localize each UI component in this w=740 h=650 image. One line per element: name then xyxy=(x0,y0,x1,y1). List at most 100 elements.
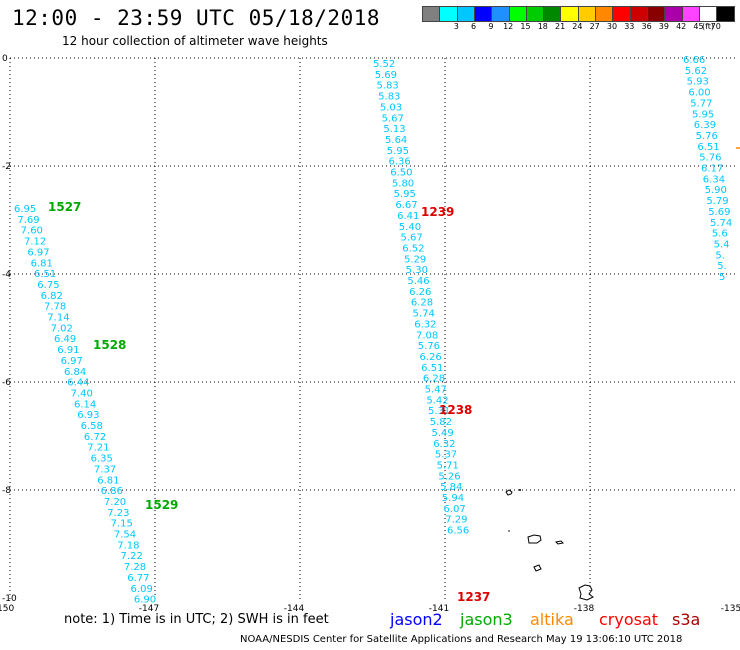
track-middle-value: 6.67 xyxy=(395,200,417,211)
pass-label-1529: 1529 xyxy=(145,498,178,512)
track-middle-value: 5.82 xyxy=(430,417,452,428)
track-left-value: 7.28 xyxy=(124,562,146,573)
y-tick-label: -10 xyxy=(2,594,17,604)
satellite-name-altika: altika xyxy=(530,610,574,629)
track-middle-value: 6.51 xyxy=(421,363,443,374)
satellite-name-jason3: jason3 xyxy=(460,610,513,629)
legend-label: 70 xyxy=(710,22,721,31)
track-left-value: 6.49 xyxy=(54,334,76,345)
track-left-value: 7.15 xyxy=(111,519,133,530)
track-middle-value: 5.95 xyxy=(387,146,409,157)
track-left-value: 7.54 xyxy=(114,530,136,541)
track-left-value: 7.18 xyxy=(117,540,139,551)
track-left-value: 6.82 xyxy=(41,291,63,302)
track-left-value: 6.86 xyxy=(101,486,123,497)
x-tick-label: -150 xyxy=(0,604,14,614)
track-left-value: 7.14 xyxy=(47,313,69,324)
track-middle-value: 7.29 xyxy=(445,515,467,526)
satellite-name-cryosat: cryosat xyxy=(599,610,659,629)
track-middle-value: 5.03 xyxy=(380,102,402,113)
track-middle-value: 6.41 xyxy=(397,211,419,222)
track-right-value: 5.6 xyxy=(712,229,728,240)
track-middle-value: 5.46 xyxy=(407,276,429,287)
track-middle-value: 5.71 xyxy=(437,460,459,471)
track-middle-value: 6.07 xyxy=(444,504,466,515)
y-tick-label: -6 xyxy=(2,378,11,388)
track-left-value: 7.40 xyxy=(71,388,93,399)
track-middle-value: 5.13 xyxy=(383,124,405,135)
legend-unit: (ft) xyxy=(702,22,715,31)
track-middle-value: 5.69 xyxy=(375,70,397,81)
legend-label: 18 xyxy=(537,22,548,31)
track-left-value: 7.22 xyxy=(121,551,143,562)
track-right-value: 5.62 xyxy=(685,66,707,77)
page-title: 12:00 - 23:59 UTC 05/18/2018 xyxy=(12,6,381,30)
legend-label: 12 xyxy=(503,22,514,31)
track-left-value: 6.14 xyxy=(74,399,96,410)
legend-label: 33 xyxy=(624,22,635,31)
track-middle-value: 5.64 xyxy=(385,135,407,146)
pass-label-1237: 1237 xyxy=(457,590,490,604)
island-outline xyxy=(533,564,542,572)
track-right-value: 5.95 xyxy=(692,109,714,120)
track-middle-value: 5.42 xyxy=(426,395,448,406)
y-tick-label: 0 xyxy=(2,54,8,64)
track-right-value: 6.51 xyxy=(697,142,719,153)
track-left-value: 6.93 xyxy=(77,410,99,421)
track-middle-value: 6.32 xyxy=(414,319,436,330)
track-middle-value: 6.50 xyxy=(390,168,412,179)
legend-label: 39 xyxy=(658,22,669,31)
track-left-value: 6.84 xyxy=(64,367,86,378)
track-right-value: 5.76 xyxy=(696,131,718,142)
track-middle-value: 5.37 xyxy=(435,450,457,461)
track-middle-value: 6.28 xyxy=(423,374,445,385)
track-middle-value: 5.52 xyxy=(373,59,395,70)
track-middle-value: 7.08 xyxy=(416,330,438,341)
track-left-value: 6.44 xyxy=(67,378,89,389)
x-tick-label: -147 xyxy=(139,604,159,614)
track-left-value: 7.12 xyxy=(24,237,46,248)
island-outline xyxy=(508,530,510,532)
satellite-name-s3a: s3a xyxy=(672,610,701,629)
track-middle-value: 6.52 xyxy=(402,243,424,254)
track-right-value: 6.39 xyxy=(694,120,716,131)
island-outline xyxy=(505,489,513,496)
legend-label: 15 xyxy=(520,22,531,31)
track-left-value: 7.23 xyxy=(107,508,129,519)
track-left-value: 6.51 xyxy=(34,269,56,280)
y-tick-label: -2 xyxy=(2,162,11,172)
footnote: note: 1) Time is in UTC; 2) SWH is in fe… xyxy=(64,612,329,627)
island-outline xyxy=(554,540,565,545)
track-right-value: 6.34 xyxy=(703,174,725,185)
track-left-value: 6.81 xyxy=(31,258,53,269)
credit-line: NOAA/NESDIS Center for Satellite Applica… xyxy=(240,634,683,645)
track-right-value: 6.00 xyxy=(688,88,710,99)
track-left-value: 7.69 xyxy=(17,215,39,226)
track-left-value: 6.75 xyxy=(37,280,59,291)
track-left-value: 6.77 xyxy=(127,573,149,584)
track-middle-value: 6.56 xyxy=(447,526,469,537)
track-right-value: 5.4 xyxy=(714,239,730,250)
track-left-value: 7.78 xyxy=(44,302,66,313)
track-right-value: 5.69 xyxy=(708,207,730,218)
track-middle-value: 5.49 xyxy=(431,428,453,439)
track-right-value: 5.90 xyxy=(705,185,727,196)
track-middle-value: 5.76 xyxy=(418,341,440,352)
legend-label: 30 xyxy=(606,22,618,31)
track-middle-value: 5.40 xyxy=(399,222,421,233)
track-middle-value: 6.32 xyxy=(433,439,455,450)
track-middle-value: 5.67 xyxy=(382,113,404,124)
track-middle-value: 5.31 xyxy=(428,406,450,417)
x-tick-label: -144 xyxy=(284,604,305,614)
track-left-value: 6.97 xyxy=(61,356,83,367)
x-tick-label: -135 xyxy=(721,604,740,614)
y-tick-label: -8 xyxy=(2,486,11,496)
track-left-value: 6.91 xyxy=(57,345,79,356)
island-outline xyxy=(527,534,542,544)
legend-label: 42 xyxy=(676,22,687,31)
track-right-value: 5. xyxy=(717,261,727,272)
track-left-value: 7.37 xyxy=(94,464,116,475)
track-right-value: 5.76 xyxy=(699,153,721,164)
island-outline xyxy=(578,584,594,601)
